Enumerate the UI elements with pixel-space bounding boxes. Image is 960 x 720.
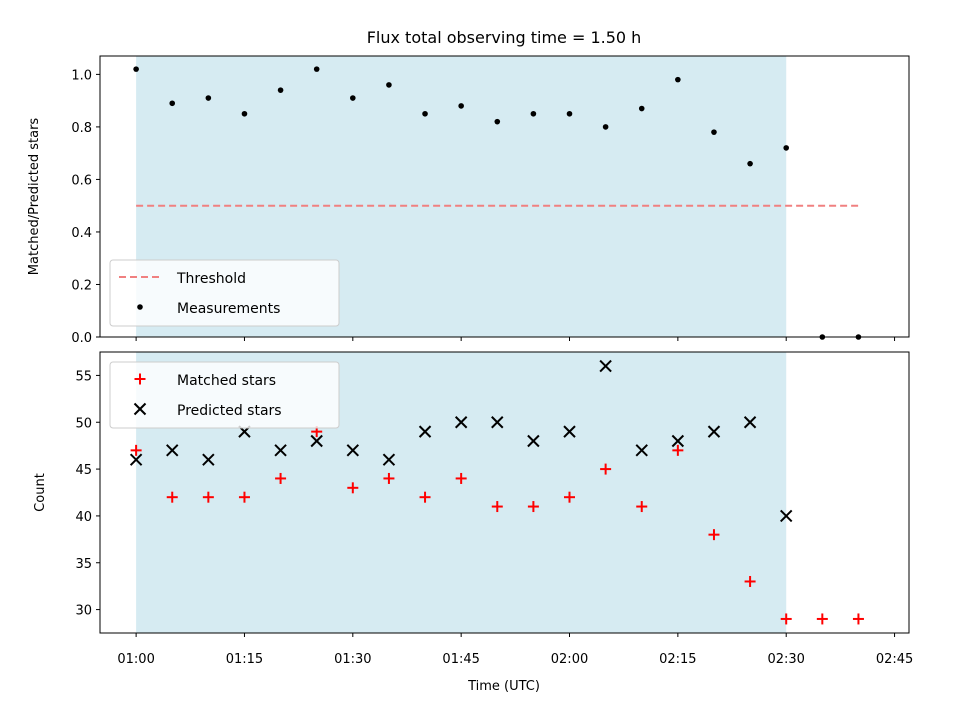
x-tick-label: 02:15: [659, 652, 696, 667]
predicted-star-point: [527, 434, 540, 448]
matched-star-point: [852, 613, 864, 625]
y-tick-label: 45: [75, 463, 92, 478]
legend-matched-swatch: [134, 373, 146, 385]
matched-star-point: [780, 613, 792, 625]
measurement-point: [277, 87, 284, 93]
measurement-point: [747, 160, 753, 167]
matched-star-point: [672, 444, 684, 456]
matched-star-point: [419, 491, 431, 503]
count-panel: 30 35 40 45 50 55 01:00 01:15 01:30 01:45 02:00 02…: [33, 351, 913, 667]
x-tick-label: 02:30: [767, 652, 804, 667]
matched-star-point: [455, 472, 467, 484]
matched-star-point: [130, 444, 142, 456]
predicted-star-point: [129, 453, 143, 466]
matched-star-point: [744, 575, 756, 587]
x-tick-label: 01:45: [442, 652, 479, 667]
matched-star-point: [347, 482, 359, 494]
count-legend-box: [109, 361, 340, 429]
measurement-point: [313, 66, 320, 72]
measurement-point: [422, 110, 428, 117]
measurement-point: [169, 100, 176, 107]
predicted-star-point: [166, 444, 179, 457]
predicted-star-point: [779, 509, 793, 523]
predicted-star-point: [274, 444, 287, 457]
x-tick-label: 02:45: [876, 652, 913, 667]
measurement-point: [602, 124, 609, 130]
count-legend: Matched stars Predicted stars: [109, 361, 340, 429]
predicted-star-point: [707, 425, 721, 438]
measurement-point: [675, 76, 681, 83]
predicted-star-point: [418, 425, 432, 438]
matched-star-point: [708, 529, 720, 541]
y-tick-label: 0.4: [71, 226, 92, 241]
ratio-panel-frame: [99, 55, 910, 338]
measurement-point: [530, 110, 537, 117]
x-tick-label: 01:00: [117, 652, 154, 667]
predicted-star-point: [671, 434, 685, 448]
measurement-point: [350, 95, 356, 101]
y-tick-label: 35: [75, 557, 92, 572]
predicted-star-point: [202, 453, 215, 466]
matched-star-point: [383, 472, 395, 484]
predicted-star-point: [454, 416, 468, 429]
measurement-point: [241, 110, 248, 117]
measurement-point: [458, 103, 464, 109]
matched-star-point: [600, 463, 612, 475]
predicted-star-point: [743, 416, 757, 429]
measurement-point: [783, 145, 790, 151]
predicted-star-point: [310, 434, 323, 448]
y-tick-label: 30: [75, 604, 92, 619]
measurement-point: [566, 110, 573, 117]
matched-star-point: [816, 613, 828, 625]
matched-star-point: [564, 491, 576, 503]
ratio-legend-box: [109, 259, 340, 327]
predicted-star-point: [563, 425, 576, 438]
predicted-star-point: [346, 444, 360, 457]
matched-star-point: [527, 501, 539, 513]
measurement-point: [638, 105, 645, 112]
y-tick-label: 40: [75, 510, 92, 525]
x-axis-label: Time (UTC): [467, 679, 540, 694]
matched-star-point: [166, 491, 178, 503]
legend-predicted-label: Predicted stars: [177, 403, 282, 419]
y-tick-label: 0.8: [71, 121, 92, 136]
measurement-point: [494, 118, 501, 125]
chart-title: Flux total observing time = 1.50 h: [367, 28, 642, 47]
y-tick-label: 50: [75, 416, 92, 431]
legend-predicted-swatch: [133, 402, 147, 416]
y-tick-label: 55: [75, 369, 92, 384]
ratio-y-axis-label: Matched/Predicted stars: [27, 118, 42, 276]
ratio-panel: 0.0 0.2 0.4 0.6 0.8 1.0 Matched/Predicted sta…: [27, 55, 910, 346]
predicted-star-point: [491, 416, 504, 429]
measurement-point: [711, 129, 717, 135]
legend-measurements-swatch: [137, 304, 143, 310]
y-tick-label: 0.6: [71, 173, 92, 188]
measurement-point: [205, 95, 212, 101]
matched-star-point: [275, 472, 287, 484]
count-panel-frame: [99, 351, 910, 634]
matched-star-point: [238, 491, 250, 503]
predicted-star-point: [599, 359, 612, 373]
matched-star-point: [202, 491, 214, 503]
legend-measurements-label: Measurements: [177, 301, 280, 317]
matched-star-point: [491, 501, 503, 513]
count-y-axis-label: Count: [33, 473, 48, 512]
x-tick-label: 01:30: [334, 652, 371, 667]
y-tick-label: 0.0: [71, 331, 92, 346]
predicted-star-point: [635, 444, 648, 457]
legend-threshold-label: Threshold: [176, 271, 246, 287]
measurement-point: [386, 82, 392, 88]
x-tick-label: 02:00: [551, 652, 588, 667]
ratio-legend: Threshold Measurements: [109, 259, 340, 327]
x-tick-label: 01:15: [226, 652, 263, 667]
predicted-star-point: [382, 453, 396, 466]
y-tick-label: 1.0: [71, 68, 92, 83]
legend-matched-label: Matched stars: [177, 373, 276, 389]
measurement-point: [133, 66, 139, 72]
y-tick-label: 0.2: [71, 278, 92, 293]
matched-star-point: [636, 501, 648, 513]
